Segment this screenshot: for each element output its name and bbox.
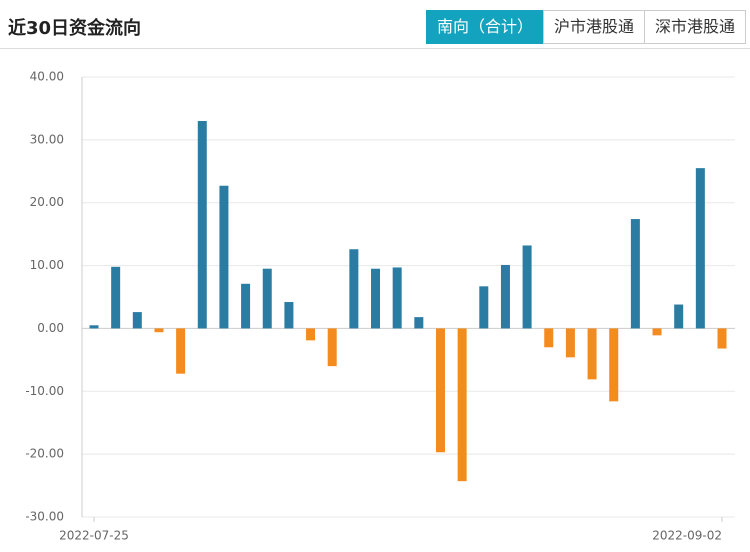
y-tick-label: 30.00	[30, 132, 64, 146]
bar	[414, 317, 424, 329]
y-tick-label: -20.00	[25, 447, 64, 461]
bar	[652, 328, 662, 336]
tab[interactable]: 沪市港股通	[542, 10, 645, 44]
bar	[565, 328, 575, 358]
bar	[349, 249, 359, 329]
bar	[262, 268, 272, 329]
bar	[111, 266, 121, 329]
bar	[284, 302, 294, 329]
bar	[176, 328, 186, 374]
bar	[587, 328, 597, 380]
tab[interactable]: 南向（合计）	[425, 10, 544, 44]
bar	[609, 328, 619, 402]
title: 近30日资金流向	[8, 18, 142, 39]
y-tick-label: -10.00	[25, 384, 64, 398]
bar	[457, 328, 467, 482]
bar	[306, 328, 316, 341]
bar	[479, 286, 489, 329]
bar	[522, 245, 532, 329]
tab[interactable]: 深市港股通	[643, 10, 746, 44]
bar	[371, 268, 381, 329]
tab-bar: 南向（合计） 沪市港股通 深市港股通	[425, 10, 746, 44]
x-tick-label: 2022-09-02	[652, 529, 722, 543]
bar	[197, 121, 207, 329]
bar	[500, 264, 510, 329]
bar	[435, 328, 445, 453]
bar	[392, 267, 402, 329]
bar	[674, 304, 684, 329]
y-tick-label: -30.00	[25, 510, 64, 524]
header: 近30日资金流向 南向（合计） 沪市港股通 深市港股通	[0, 0, 750, 49]
bar	[695, 168, 705, 329]
bar	[241, 283, 251, 329]
bar	[154, 328, 164, 333]
bar	[717, 328, 727, 349]
bar	[544, 328, 554, 348]
bar	[89, 325, 99, 329]
bar	[630, 219, 640, 329]
y-tick-label: 20.00	[30, 195, 64, 209]
bar	[327, 328, 337, 367]
bar	[132, 312, 142, 329]
x-tick-label: 2022-07-25	[59, 529, 129, 543]
bar	[219, 185, 229, 329]
y-tick-label: 10.00	[30, 258, 64, 272]
y-tick-label: 40.00	[30, 70, 64, 84]
y-tick-label: 0.00	[37, 321, 64, 335]
